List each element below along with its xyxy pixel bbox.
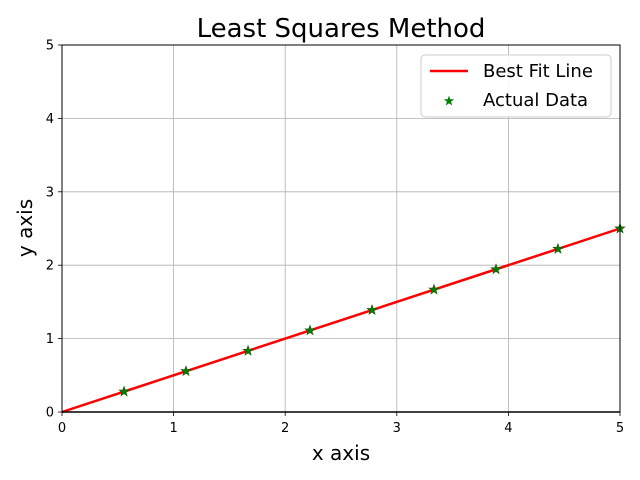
plot-data — [61, 222, 626, 414]
x-tick-label: 3 — [393, 421, 401, 436]
ticks: 0 1 2 3 4 5 0 1 2 3 4 5 — [46, 39, 624, 437]
data-point-star — [118, 385, 130, 397]
y-tick-label: 0 — [46, 406, 54, 421]
grid — [61, 44, 621, 413]
data-point-star — [366, 303, 378, 315]
x-tick-label: 2 — [281, 421, 289, 436]
x-tick-label: 5 — [616, 421, 624, 436]
x-axis-label: x axis — [312, 441, 370, 465]
best-fit-line — [61, 227, 621, 414]
legend-label-best-fit: Best Fit Line — [483, 61, 593, 82]
data-point-star — [180, 365, 192, 377]
legend-label-actual-data: Actual Data — [483, 90, 588, 111]
data-point-star — [428, 283, 440, 295]
x-tick-label: 4 — [504, 421, 512, 436]
y-tick-label: 4 — [46, 112, 54, 127]
data-point-star — [490, 263, 502, 275]
y-tick-label: 2 — [46, 259, 54, 274]
x-tick-label: 1 — [169, 421, 177, 436]
x-tick-label: 0 — [58, 421, 66, 436]
y-tick-label: 5 — [46, 39, 54, 54]
data-point-star — [304, 324, 316, 336]
legend-box — [420, 54, 612, 118]
y-tick-label: 1 — [46, 332, 54, 347]
legend-star-icon — [443, 95, 455, 106]
chart-title: Least Squares Method — [197, 14, 486, 44]
y-tick-label: 3 — [46, 185, 54, 200]
y-axis-label: y axis — [13, 199, 37, 257]
data-point-star — [552, 242, 564, 254]
data-point-star — [242, 344, 254, 356]
legend: Best Fit Line Actual Data — [420, 54, 612, 118]
